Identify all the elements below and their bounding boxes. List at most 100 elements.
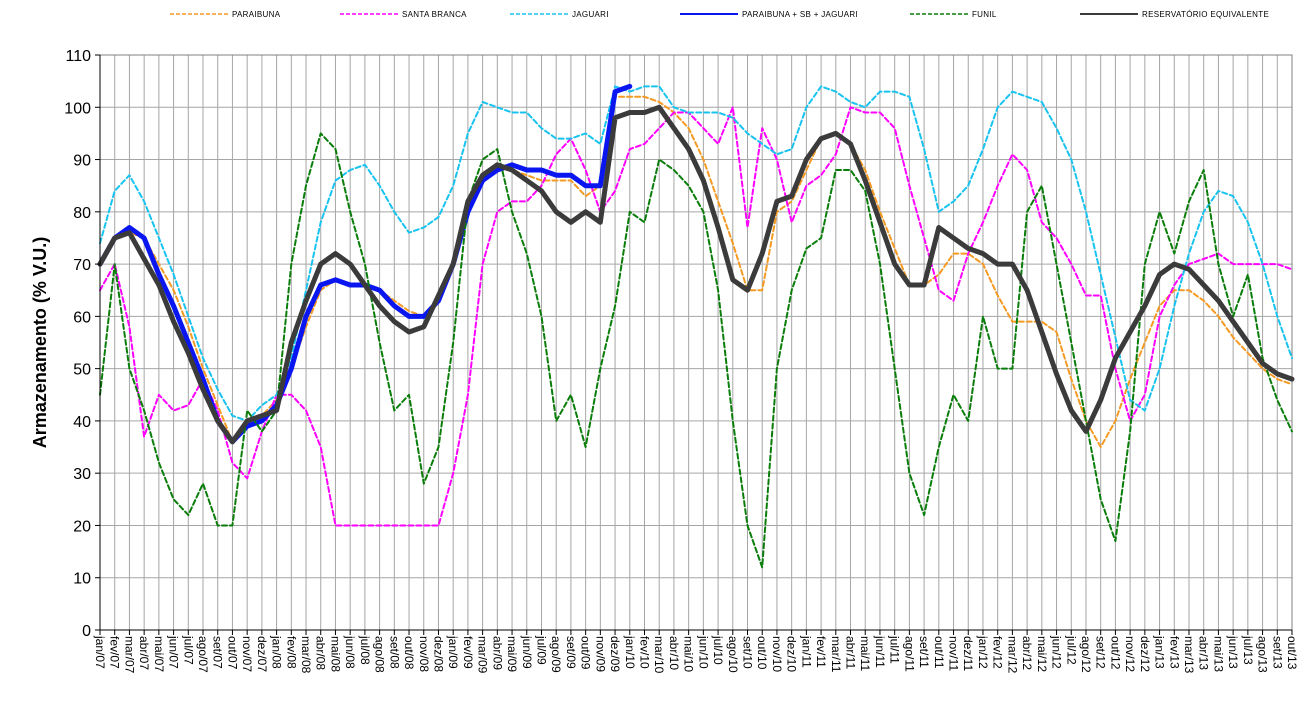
x-tick-label: jun/08 (343, 635, 357, 669)
legend-label: RESERVATÓRIO EQUIVALENTE (1142, 10, 1269, 19)
y-tick-label: 70 (73, 257, 91, 274)
x-tick-label: jun/11 (873, 635, 887, 668)
legend-label: PARAIBUNA + SB + JAGUARI (742, 10, 858, 19)
x-tick-label: mai/12 (1035, 636, 1049, 672)
x-tick-label: out/07 (225, 636, 239, 670)
x-tick-label: jul/08 (358, 635, 372, 665)
y-tick-label: 10 (73, 571, 91, 588)
x-tick-label: set/12 (1094, 636, 1108, 669)
x-tick-label: fev/07 (108, 636, 122, 669)
y-tick-label: 100 (64, 100, 91, 117)
series-line-funil (99, 132, 1293, 569)
x-tick-label: mar/07 (122, 636, 136, 674)
x-tick-label: jun/12 (1050, 635, 1064, 669)
x-tick-label: mai/09 (505, 636, 519, 672)
legend-item: RESERVATÓRIO EQUIVALENTE (1080, 10, 1269, 19)
y-tick-label: 90 (73, 153, 91, 170)
x-tick-label: nov/09 (593, 636, 607, 672)
x-tick-label: fev/13 (1167, 636, 1181, 669)
series-line-reservat-rio-equivalente (97, 104, 1295, 445)
x-tick-label: ago/12 (1079, 636, 1093, 673)
x-tick-label: abr/13 (1197, 636, 1211, 670)
x-tick-label: ago/07 (196, 636, 210, 673)
x-tick-label: mai/10 (682, 636, 696, 672)
x-tick-label: dez/09 (608, 636, 622, 672)
x-tick-label: fev/12 (991, 636, 1005, 669)
x-tick-label: abr/11 (844, 636, 858, 669)
x-tick-label: jul/12 (1064, 635, 1078, 665)
x-tick-label: jan/10 (623, 635, 637, 669)
y-tick-label: 20 (73, 518, 91, 535)
x-tick-label: mar/13 (1182, 636, 1196, 674)
x-tick-label: ago/09 (549, 636, 563, 673)
x-tick-label: jun/10 (696, 635, 710, 669)
x-tick-label: mar/10 (652, 636, 666, 674)
x-tick-label: out/12 (1108, 636, 1122, 670)
x-tick-label: ago/11 (902, 636, 916, 672)
y-tick-label: 110 (65, 48, 91, 65)
x-tick-label: set/09 (564, 636, 578, 669)
x-tick-label: jul/07 (181, 635, 195, 665)
x-tick-label: out/09 (579, 636, 593, 670)
x-tick-label: dez/07 (255, 636, 269, 672)
legend-label: FUNIL (972, 10, 997, 19)
x-tick-label: ago/08 (373, 636, 387, 673)
x-tick-label: nov/11 (947, 636, 961, 671)
legend-label: JAGUARI (572, 10, 609, 19)
x-tick-label: jan/07 (93, 635, 107, 669)
legend-label: SANTA BRANCA (402, 10, 467, 19)
x-tick-label: fev/09 (461, 636, 475, 669)
x-tick-label: fev/08 (284, 636, 298, 669)
x-tick-label: mar/08 (299, 636, 313, 674)
x-tick-label: abr/12 (1020, 636, 1034, 670)
y-tick-label: 40 (73, 414, 91, 431)
x-tick-label: fev/10 (637, 636, 651, 669)
x-tick-label: set/10 (741, 636, 755, 669)
x-tick-label: set/11 (917, 636, 931, 668)
series-line-santa-branca (99, 106, 1293, 527)
x-tick-label: jul/11 (888, 635, 902, 664)
legend-item: JAGUARI (510, 10, 609, 19)
x-tick-label: jun/13 (1226, 635, 1240, 669)
x-tick-label: jun/07 (167, 635, 181, 669)
x-tick-label: jun/09 (520, 635, 534, 669)
legend-item: PARAIBUNA + SB + JAGUARI (680, 10, 858, 19)
x-tick-label: set/07 (211, 636, 225, 669)
x-tick-label: nov/07 (240, 636, 254, 672)
x-tick-label: jan/08 (270, 635, 284, 669)
x-tick-label: fev/11 (814, 636, 828, 668)
legend-item: FUNIL (910, 10, 997, 19)
x-tick-label: mai/11 (858, 636, 872, 671)
y-tick-label: 80 (73, 205, 91, 222)
y-tick-label: 0 (82, 623, 91, 640)
y-tick-label: 50 (73, 362, 91, 379)
x-tick-label: set/13 (1270, 636, 1284, 669)
y-tick-label: 30 (73, 466, 91, 483)
x-tick-label: dez/08 (431, 636, 445, 672)
x-tick-label: out/11 (932, 636, 946, 669)
x-tick-label: jul/10 (711, 635, 725, 665)
x-tick-label: out/13 (1285, 636, 1299, 670)
x-tick-label: abr/10 (667, 636, 681, 670)
x-tick-label: mai/07 (152, 636, 166, 672)
x-tick-label: nov/12 (1123, 636, 1137, 672)
x-tick-label: mar/12 (1005, 636, 1019, 674)
x-tick-label: jan/11 (799, 635, 813, 668)
x-tick-label: dez/11 (961, 636, 975, 671)
x-tick-label: mai/13 (1211, 636, 1225, 672)
x-tick-label: jul/13 (1241, 635, 1255, 665)
x-tick-label: mar/09 (476, 636, 490, 674)
x-tick-label: out/10 (755, 636, 769, 670)
legend-label: PARAIBUNA (232, 10, 281, 19)
x-tick-label: abr/07 (137, 636, 151, 670)
x-tick-label: jan/13 (1153, 635, 1167, 669)
x-tick-label: nov/08 (417, 636, 431, 672)
legend-item: SANTA BRANCA (340, 10, 467, 19)
x-tick-label: nov/10 (770, 636, 784, 672)
y-axis-label: Armazenamento (% V.U.) (30, 237, 50, 448)
x-tick-label: abr/09 (490, 636, 504, 670)
x-tick-label: jan/09 (446, 635, 460, 669)
series-layer (97, 83, 1295, 569)
